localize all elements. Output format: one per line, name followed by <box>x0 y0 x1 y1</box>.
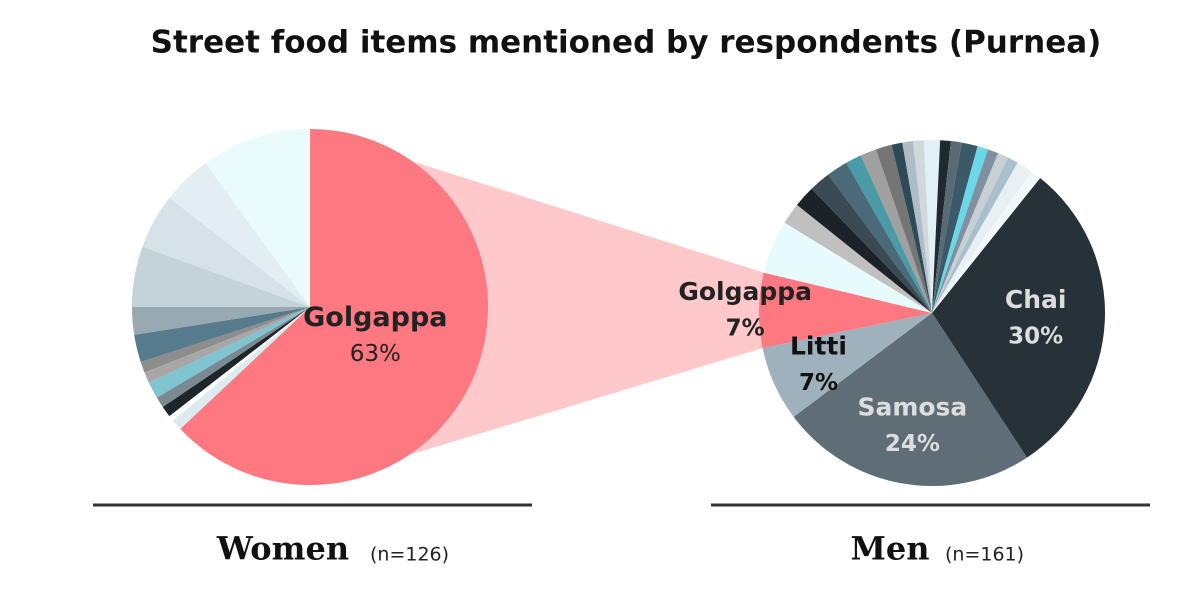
pie-slice <box>932 162 1032 313</box>
pie-slice <box>148 307 310 398</box>
pie-slice <box>932 171 1041 313</box>
pie-slice <box>932 141 962 313</box>
pie-label: Women <box>216 530 349 568</box>
pie-slice <box>860 149 932 313</box>
pie-slice <box>811 174 932 313</box>
pie-slice <box>932 153 1009 313</box>
pie-slice <box>875 144 932 313</box>
pie-slice <box>132 307 310 335</box>
pie-slice <box>891 142 932 313</box>
slice-label: Samosa <box>857 392 967 421</box>
slice-value: 24% <box>885 431 940 457</box>
pie-slice <box>932 149 999 313</box>
pie-slice <box>932 140 951 313</box>
pie-slice <box>134 307 310 363</box>
pie-slice <box>796 188 932 313</box>
pie-slice <box>932 146 989 313</box>
pie-slice <box>784 204 932 313</box>
slice-value: 30% <box>1008 323 1063 349</box>
pie-slice <box>793 313 1027 487</box>
slice-label: Litti <box>790 331 847 360</box>
pie-slice <box>828 162 932 313</box>
slice-label: Golgappa <box>678 277 812 306</box>
pie-slice <box>162 307 310 417</box>
pie-slice <box>913 140 932 313</box>
slice-value: 63% <box>350 341 401 367</box>
pie-slice <box>763 222 932 313</box>
pie-slice <box>932 142 978 313</box>
pie-slice <box>144 307 310 383</box>
pie-slice <box>142 197 310 307</box>
pie-slice <box>932 157 1018 313</box>
pie-label: Men <box>850 530 929 568</box>
pie-note: (n=161) <box>945 544 1024 566</box>
pie-slice <box>172 307 310 429</box>
pie-slice <box>902 141 932 313</box>
pie-slice <box>759 272 932 349</box>
pie-slice <box>923 139 941 313</box>
slice-value: 7% <box>726 316 765 342</box>
pie-slice <box>169 307 310 421</box>
pie-slice <box>205 129 310 307</box>
chart-title: Street food items mentioned by responden… <box>151 25 1102 61</box>
pie-slice <box>180 129 489 485</box>
pie-note: (n=126) <box>370 544 449 566</box>
pie-slice <box>132 246 310 307</box>
pie-slice <box>140 307 310 373</box>
pie-slice <box>169 162 310 307</box>
slice-label: Golgappa <box>303 302 447 333</box>
pie-slice <box>932 177 1105 458</box>
pie-slice <box>762 313 932 417</box>
slice-label: Chai <box>1005 285 1067 314</box>
pie-slice <box>846 155 932 313</box>
pie-slice <box>156 307 310 408</box>
slice-value: 7% <box>799 370 838 396</box>
